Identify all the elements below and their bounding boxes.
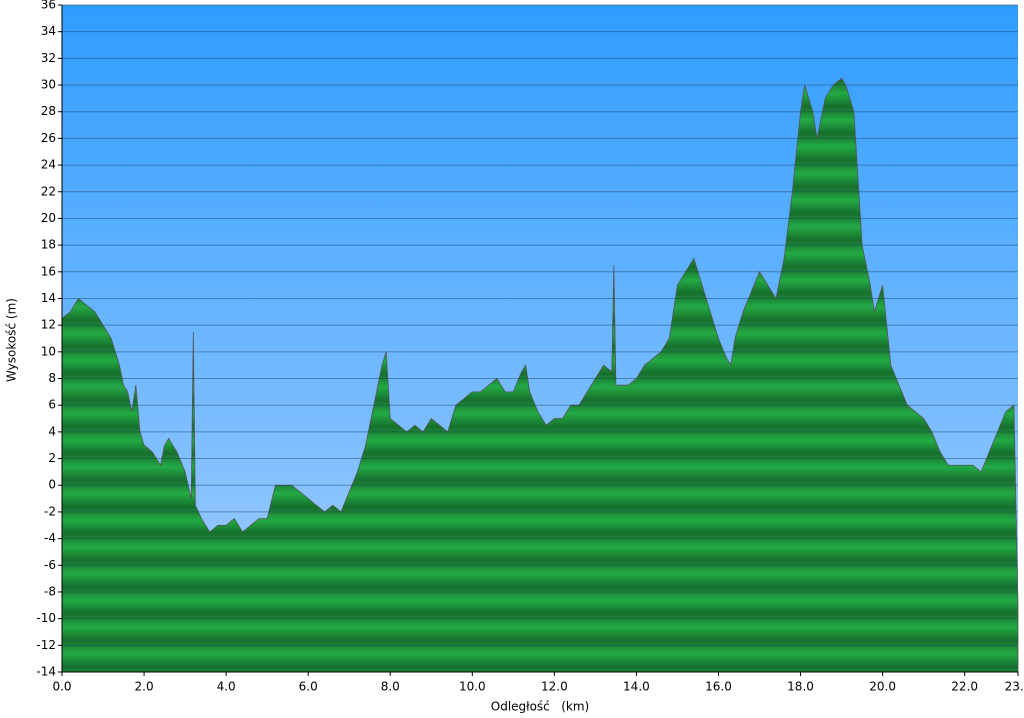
y-tick-label: 32 xyxy=(41,51,56,65)
x-tick-label: 18.0 xyxy=(787,680,814,694)
y-tick-label: 24 xyxy=(41,158,56,172)
y-tick-label: 22 xyxy=(41,184,56,198)
x-tick-label: 10.0 xyxy=(459,680,486,694)
y-tick-label: 14 xyxy=(41,291,56,305)
y-tick-label: 12 xyxy=(41,318,56,332)
y-tick-label: 18 xyxy=(41,238,56,252)
y-tick-label: -2 xyxy=(44,504,56,518)
x-tick-label: 0.0 xyxy=(52,680,71,694)
x-tick-label: 8.0 xyxy=(381,680,400,694)
x-tick-label: 20.0 xyxy=(869,680,896,694)
y-tick-label: 6 xyxy=(48,398,56,412)
y-tick-label: 30 xyxy=(41,78,56,92)
y-tick-label: 2 xyxy=(48,451,56,465)
x-tick-label: 23.3 xyxy=(1005,680,1024,694)
y-tick-label: 16 xyxy=(41,264,56,278)
x-tick-label: 2.0 xyxy=(135,680,154,694)
y-tick-label: -6 xyxy=(44,558,56,572)
y-tick-label: 36 xyxy=(41,0,56,12)
y-axis-label: Wysokość (m) xyxy=(5,298,19,382)
y-tick-label: -12 xyxy=(36,638,56,652)
elevation-area xyxy=(61,77,1019,673)
y-tick-label: -14 xyxy=(36,665,56,679)
x-axis-label: Odległość (km) xyxy=(491,700,589,714)
y-tick-label: 8 xyxy=(48,371,56,385)
y-tick-label: -4 xyxy=(44,531,56,545)
y-tick-label: 0 xyxy=(48,478,56,492)
x-tick-label: 16.0 xyxy=(705,680,732,694)
x-tick-label: 6.0 xyxy=(299,680,318,694)
y-tick-label: -10 xyxy=(36,611,56,625)
x-tick-label: 14.0 xyxy=(623,680,650,694)
x-tick-label: 12.0 xyxy=(541,680,568,694)
y-tick-label: 26 xyxy=(41,131,56,145)
y-tick-label: 4 xyxy=(48,424,56,438)
x-tick-label: 4.0 xyxy=(217,680,236,694)
x-tick-label: 22.0 xyxy=(951,680,978,694)
y-tick-label: 28 xyxy=(41,104,56,118)
y-tick-label: 34 xyxy=(41,24,56,38)
y-tick-label: 20 xyxy=(41,211,56,225)
y-tick-label: 10 xyxy=(41,344,56,358)
y-tick-label: -8 xyxy=(44,584,56,598)
